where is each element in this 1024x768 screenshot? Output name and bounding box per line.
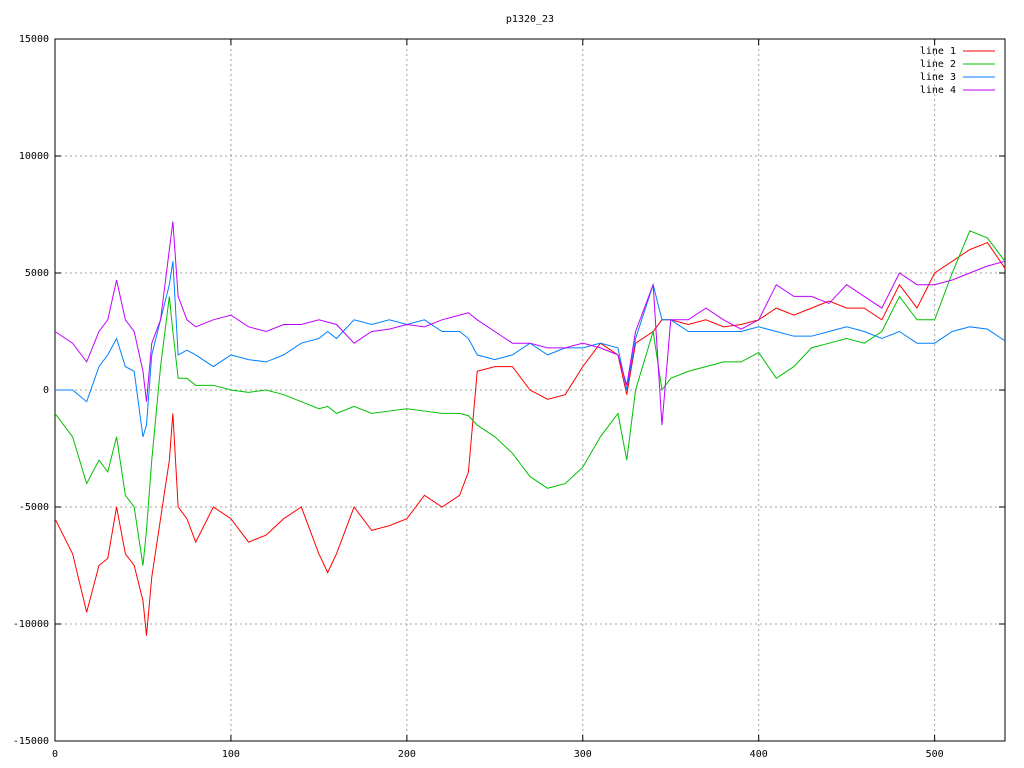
y-tick-label: 15000 (19, 34, 49, 45)
x-tick-label: 300 (574, 749, 592, 760)
legend-label: line 4 (920, 85, 956, 96)
y-tick-label: 10000 (19, 151, 49, 162)
legend-label: line 1 (920, 46, 956, 57)
series-line (54, 241, 1006, 636)
x-tick-label: 0 (52, 749, 58, 760)
x-tick-label: 400 (750, 749, 768, 760)
y-tick-label: 0 (43, 385, 49, 396)
chart-title: p1320_23 (506, 14, 554, 25)
x-tick-label: 500 (926, 749, 944, 760)
y-tick-label: 5000 (25, 268, 49, 279)
series-line (54, 221, 1006, 426)
x-tick-label: 200 (398, 749, 416, 760)
legend-label: line 3 (920, 72, 956, 83)
series-line (54, 230, 1006, 566)
y-tick-label: -15000 (13, 736, 49, 747)
legend-label: line 2 (920, 59, 956, 70)
x-tick-label: 100 (222, 749, 240, 760)
y-tick-label: -10000 (13, 619, 49, 630)
y-tick-label: -5000 (19, 502, 49, 513)
